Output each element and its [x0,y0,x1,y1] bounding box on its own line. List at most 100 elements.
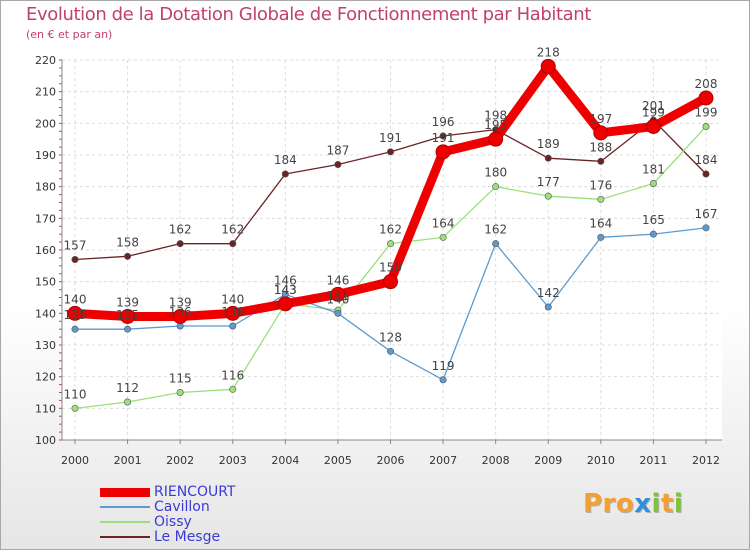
data-label-cavillon-2000: 135 [64,308,87,322]
data-label-le-mesge-2006: 191 [379,131,402,145]
data-label-le-mesge-2000: 157 [64,239,87,253]
y-tick-label-100: 100 [35,434,56,447]
legend-label-le-mesge: Le Mesge [154,529,221,545]
data-label-le-mesge-2011: 201 [642,99,665,113]
legend-label-oissy: Oissy [154,514,192,530]
data-label-le-mesge-2005: 187 [326,144,349,158]
data-label-le-mesge-2010: 188 [589,140,612,154]
data-label-oissy-2001: 112 [116,381,139,395]
point-riencourt-2000 [67,305,83,321]
data-label-riencourt-2005: 146 [326,273,349,287]
y-tick-label-210: 210 [35,86,56,99]
logo-part-t: t [660,489,674,519]
x-tick-label-2010: 2010 [587,454,615,467]
point-le-mesge-2006 [386,148,394,156]
data-label-cavillon-2010: 164 [589,216,612,230]
y-tick-label-110: 110 [35,402,56,415]
data-label-riencourt-2004: 143 [274,283,297,297]
logo-part-x: x [634,489,652,519]
data-label-cavillon-2004: 146 [274,273,297,287]
point-le-mesge-2012 [702,170,710,178]
data-label-riencourt-2000: 140 [64,292,87,306]
data-label-oissy-2003: 116 [221,368,244,382]
data-label-cavillon-2006: 128 [379,330,402,344]
data-label-le-mesge-2001: 158 [116,235,139,249]
point-le-mesge-2003 [229,240,237,248]
data-label-oissy-2011: 181 [642,163,665,177]
point-le-mesge-2005 [334,161,342,169]
data-label-oissy-2012: 199 [695,106,718,120]
y-tick-label-220: 220 [35,54,56,67]
y-tick-label-170: 170 [35,212,56,225]
y-tick-label-190: 190 [35,149,56,162]
proxiti-logo: Proxiti [583,489,683,519]
data-label-cavillon-2002: 136 [169,305,192,319]
x-tick-label-2004: 2004 [271,454,299,467]
point-le-mesge-2000 [71,255,79,263]
data-label-oissy-2000: 110 [64,387,87,401]
x-tick-label-2001: 2001 [114,454,142,467]
point-cavillon-2009 [544,303,552,311]
data-label-riencourt-2010: 197 [589,112,612,126]
legend-swatch-riencourt [100,488,150,497]
point-riencourt-2008 [488,131,504,147]
x-tick-label-2009: 2009 [534,454,562,467]
point-oissy-2003 [229,385,237,393]
data-label-le-mesge-2002: 162 [169,223,192,237]
data-label-riencourt-2003: 140 [221,292,244,306]
data-label-oissy-2007: 164 [432,216,455,230]
point-oissy-2008 [492,183,500,191]
point-oissy-2000 [71,404,79,412]
point-riencourt-2006 [383,274,398,290]
data-label-le-mesge-2004: 184 [274,153,297,167]
chart-title: Evolution de la Dotation Globale de Fonc… [26,4,591,25]
point-cavillon-2011 [649,230,657,238]
data-label-riencourt-2002: 139 [169,296,192,310]
data-label-riencourt-2009: 218 [537,45,560,59]
data-label-cavillon-2003: 136 [221,305,244,319]
x-tick-label-2012: 2012 [692,454,720,467]
logo-part-i: i [651,489,661,519]
data-label-le-mesge-2008: 198 [484,109,507,123]
data-label-oissy-2006: 162 [379,223,402,237]
data-label-riencourt-2008: 195 [484,118,507,132]
point-riencourt-2002 [172,309,188,324]
x-tick-label-2011: 2011 [639,454,667,467]
x-tick-label-2003: 2003 [219,454,247,467]
x-tick-label-2005: 2005 [324,454,352,467]
data-label-le-mesge-2007: 196 [432,115,455,129]
point-oissy-2002 [176,388,184,396]
point-cavillon-2008 [492,240,500,248]
legend-swatch-cavillon [100,506,150,508]
point-le-mesge-2002 [176,240,184,248]
x-tick-label-2007: 2007 [429,454,457,467]
y-tick-label-150: 150 [35,276,56,289]
data-label-cavillon-2012: 167 [695,207,718,221]
data-label-le-mesge-2009: 189 [537,137,560,151]
chart-subtitle: (en € et par an) [26,28,113,41]
point-le-mesge-2009 [544,154,552,162]
x-tick-label-2006: 2006 [377,454,405,467]
x-tick-label-2002: 2002 [166,454,194,467]
data-label-riencourt-2012: 208 [695,77,718,91]
point-oissy-2011 [649,180,657,188]
legend-label-cavillon: Cavillon [154,499,210,515]
data-label-oissy-2009: 177 [537,175,560,189]
y-tick-label-140: 140 [35,307,56,320]
point-le-mesge-2001 [124,252,132,260]
data-label-cavillon-2005: 140 [326,292,349,306]
y-tick-label-160: 160 [35,244,56,257]
legend-label-riencourt: RIENCOURT [154,484,236,500]
data-label-le-mesge-2003: 162 [221,223,244,237]
point-riencourt-2004 [277,296,293,312]
data-label-oissy-2008: 180 [484,166,507,180]
data-label-riencourt-2011: 199 [642,106,665,120]
point-le-mesge-2007 [439,132,447,140]
point-cavillon-2005 [334,309,342,317]
legend-swatch-le-mesge [100,536,150,538]
data-label-oissy-2005: 141 [326,289,349,303]
point-riencourt-2011 [645,119,661,134]
point-riencourt-2007 [435,144,451,160]
data-label-cavillon-2001: 135 [116,308,139,322]
